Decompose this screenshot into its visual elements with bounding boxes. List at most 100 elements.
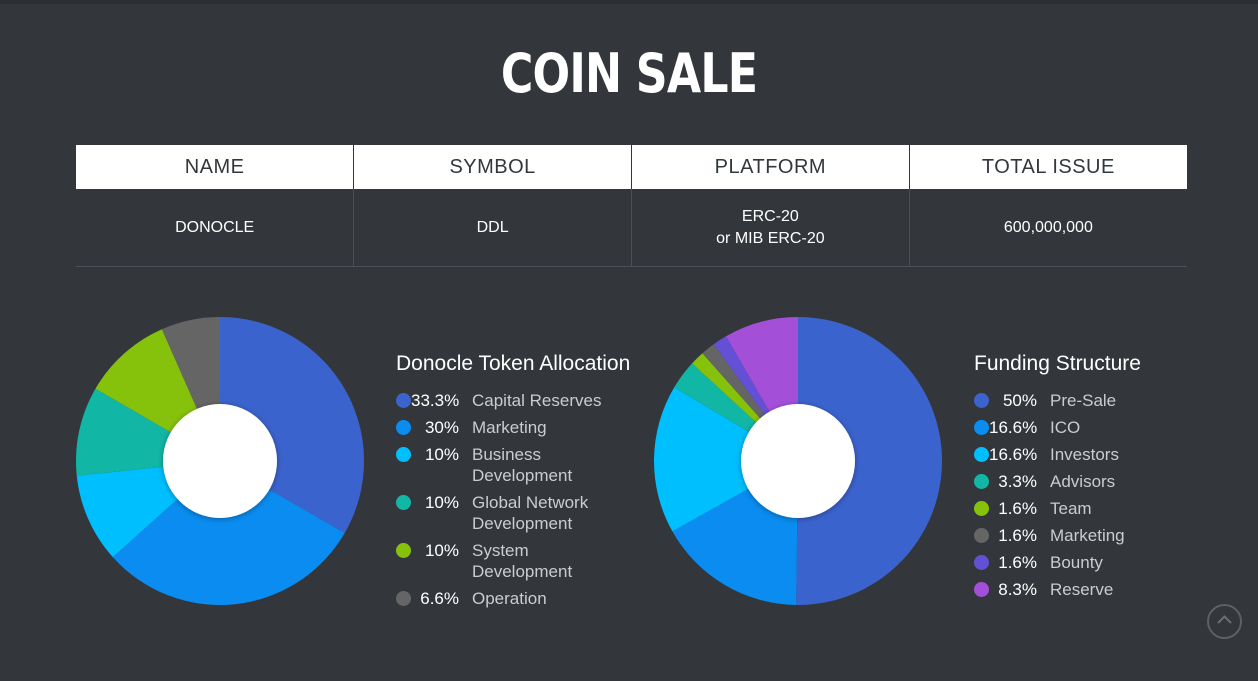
legend-item-business-development: 10% Business Development — [396, 444, 626, 486]
legend-item-team: 1.6% Team — [974, 498, 1174, 519]
legend-label: Business Development — [472, 444, 602, 486]
legend-item-pre-sale: 50% Pre-Sale — [974, 390, 1174, 411]
legend-dot — [396, 495, 411, 510]
legend-dot — [974, 393, 989, 408]
legend-dot — [396, 393, 411, 408]
legend-label: Pre-Sale — [1050, 390, 1160, 411]
legend-item-operation: 6.6% Operation — [396, 588, 626, 609]
funding-structure-legend: Funding Structure 50% Pre-Sale 16.6% ICO 16.… — [974, 352, 1174, 606]
legend-item-ico: 16.6% ICO — [974, 417, 1174, 438]
legend-label-line: Global Network — [472, 493, 589, 512]
chevron-up-icon — [1217, 615, 1232, 624]
legend-dot — [974, 501, 989, 516]
legend-label-line: Advisors — [1050, 472, 1116, 491]
legend-value: 3.3% — [998, 472, 1037, 491]
pie-slice-investors — [654, 387, 798, 532]
legend-label-line: ICO — [1050, 418, 1081, 437]
legend-label-line: Capital Reserves — [472, 391, 602, 410]
legend-item-bounty: 1.6% Bounty — [974, 552, 1174, 573]
legend-value: 10% — [424, 541, 459, 560]
cell-name: DONOCLE — [76, 189, 354, 267]
legend-item-marketing: 30% Marketing — [396, 417, 626, 438]
coin-sale-table: NAME SYMBOL PLATFORM TOTAL ISSUE DONOCLE… — [76, 145, 1187, 267]
legend-label: Operation — [472, 588, 602, 609]
legend-label: Bounty — [1050, 552, 1160, 573]
legend-item-system-development: 10% System Development — [396, 540, 626, 582]
legend-label: Reserve — [1050, 579, 1160, 600]
donut-hole — [741, 404, 855, 518]
donut-svg — [654, 317, 942, 605]
legend-label-line: Business — [472, 445, 541, 464]
legend-label-line: Development — [472, 466, 573, 485]
legend-item-reserve: 8.3% Reserve — [974, 579, 1174, 600]
legend-label-line: Reserve — [1050, 580, 1114, 599]
legend-label-line: System — [472, 541, 529, 560]
legend-label-line: Marketing — [472, 418, 547, 437]
legend-value: 10% — [424, 445, 459, 464]
legend-label: Advisors — [1050, 471, 1160, 492]
legend-label-line: Marketing — [1050, 526, 1125, 545]
legend-label-line: Operation — [472, 589, 547, 608]
legend-item-marketing: 1.6% Marketing — [974, 525, 1174, 546]
legend-value: 6.6% — [420, 589, 459, 608]
header-platform: PLATFORM — [631, 145, 910, 189]
legend-value: 10% — [424, 493, 459, 512]
legend-value: 16.6% — [989, 445, 1038, 464]
table-header-row: NAME SYMBOL PLATFORM TOTAL ISSUE — [76, 145, 1187, 189]
top-bar — [0, 0, 1258, 4]
legend-label: ICO — [1050, 417, 1160, 438]
scroll-to-top-button[interactable] — [1207, 604, 1242, 639]
legend-value: 50% — [1002, 391, 1037, 410]
legend-dot — [396, 543, 411, 558]
legend-item-capital-reserves: 33.3% Capital Reserves — [396, 390, 626, 411]
table-row: DONOCLE DDL ERC-20 or MIB ERC-20 600,000… — [76, 189, 1187, 267]
legend-value: 1.6% — [998, 526, 1037, 545]
token-allocation-title: Donocle Token Allocation — [396, 352, 631, 375]
legend-label: Team — [1050, 498, 1160, 519]
header-symbol: SYMBOL — [353, 145, 632, 189]
pie-slice-marketing — [112, 461, 345, 605]
legend-item-investors: 16.6% Investors — [974, 444, 1174, 465]
legend-label-line: Team — [1050, 499, 1092, 518]
legend-dot — [974, 582, 989, 597]
legend-item-advisors: 3.3% Advisors — [974, 471, 1174, 492]
legend-label-line: Development — [472, 562, 573, 581]
legend-value: 1.6% — [998, 499, 1037, 518]
legend-value: 1.6% — [998, 553, 1037, 572]
donut-svg — [76, 317, 364, 605]
legend-value: 16.6% — [989, 418, 1038, 437]
legend-label: Global Network Development — [472, 492, 602, 534]
header-total-issue: TOTAL ISSUE — [908, 145, 1187, 189]
legend-dot — [974, 420, 989, 435]
legend-label-line: Pre-Sale — [1050, 391, 1117, 410]
cell-symbol: DDL — [353, 189, 632, 267]
token-allocation-chart — [76, 317, 364, 605]
legend-label-line: Development — [472, 514, 573, 533]
cell-total-issue: 600,000,000 — [908, 189, 1187, 267]
funding-structure-title: Funding Structure — [974, 352, 1141, 375]
legend-value: 8.3% — [998, 580, 1037, 599]
legend-label-line: Investors — [1050, 445, 1119, 464]
legend-dot — [396, 591, 411, 606]
legend-dot — [974, 474, 989, 489]
funding-structure-chart — [654, 317, 942, 605]
legend-label: Investors — [1050, 444, 1160, 465]
legend-label: Capital Reserves — [472, 390, 602, 411]
legend-label-line: Bounty — [1050, 553, 1103, 572]
legend-value: 30% — [424, 418, 459, 437]
platform-line-2: or MIB ERC-20 — [716, 229, 825, 247]
cell-platform: ERC-20 or MIB ERC-20 — [631, 189, 910, 267]
platform-line-1: ERC-20 — [741, 207, 799, 225]
legend-item-global-network-development: 10% Global Network Development — [396, 492, 626, 534]
legend-dot — [396, 447, 411, 462]
legend-dot — [396, 420, 411, 435]
donut-hole — [163, 404, 277, 518]
legend-dot — [974, 528, 989, 543]
pie-slice-pre-sale — [796, 317, 942, 605]
page-title: COIN SALE — [500, 42, 758, 105]
legend-value: 33.3% — [411, 391, 460, 410]
legend-label: Marketing — [472, 417, 602, 438]
header-name: NAME — [76, 145, 354, 189]
token-allocation-legend: Donocle Token Allocation 33.3% Capital Re… — [396, 352, 631, 615]
legend-dot — [974, 555, 989, 570]
